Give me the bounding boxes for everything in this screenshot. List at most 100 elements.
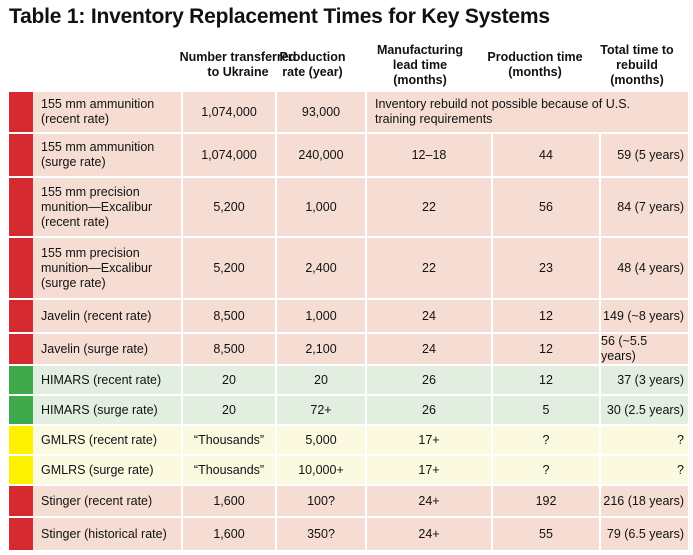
- column-divider: [491, 134, 493, 176]
- cell-lead-time: 22: [422, 199, 436, 214]
- table-row: GMLRS (recent rate) “Thousands” 5,000 17+??: [9, 426, 688, 454]
- column-divider: [365, 178, 367, 236]
- status-swatch: [9, 134, 33, 176]
- cell-lead-time: 24: [422, 308, 436, 323]
- table-row: 155 mm ammunition (surge rate) 1,074,000 2…: [9, 134, 688, 176]
- status-swatch: [9, 486, 33, 516]
- column-divider: [491, 456, 493, 484]
- cell-note: Inventory rebuild not possible because o…: [375, 97, 631, 126]
- cell-total-time: 84 (7 years): [617, 199, 684, 214]
- column-divider: [275, 518, 277, 550]
- cell-total-time: 37 (3 years): [617, 372, 684, 387]
- column-divider: [491, 426, 493, 454]
- cell-lead-time: 12–18: [411, 147, 447, 162]
- table-row: Stinger (recent rate) 1,600 100? 24+ 192 216 …: [9, 486, 688, 516]
- column-divider: [275, 456, 277, 484]
- table-row: 155 mm precision munition—Excalibur (rec…: [9, 178, 688, 236]
- cell-lead-time: 26: [422, 402, 436, 417]
- column-divider: [275, 238, 277, 298]
- cell-production-rate: 1,000: [305, 199, 337, 214]
- column-divider: [365, 300, 367, 332]
- status-swatch: [9, 92, 33, 132]
- cell-production-time: 12: [539, 308, 553, 323]
- cell-lead-time: 26: [422, 372, 436, 387]
- column-divider: [491, 238, 493, 298]
- column-divider: [275, 426, 277, 454]
- cell-transferred: 1,600: [213, 526, 245, 541]
- column-divider: [491, 334, 493, 364]
- cell-lead-time: 17+: [418, 462, 440, 477]
- cell-total-time: 48 (4 years): [617, 260, 684, 275]
- cell-system: 155 mm ammunition (surge rate): [41, 140, 155, 169]
- column-divider: [599, 518, 601, 550]
- status-swatch: [9, 366, 33, 394]
- column-divider: [365, 134, 367, 176]
- cell-transferred: 5,200: [213, 199, 245, 214]
- header-lead-time: Manufacturing lead time (months): [376, 42, 464, 87]
- table-title: Table 1: Inventory Replacement Times for…: [9, 5, 550, 28]
- status-swatch: [9, 456, 33, 484]
- cell-system: Stinger (recent rate): [41, 493, 153, 508]
- cell-production-rate: 72+: [310, 402, 332, 417]
- cell-production-rate: 20: [314, 372, 328, 387]
- column-divider: [275, 366, 277, 394]
- column-divider: [365, 456, 367, 484]
- status-swatch: [9, 396, 33, 424]
- column-divider: [181, 334, 183, 364]
- table-row: HIMARS (recent rate) 20 20 26 12 37 (3 years): [9, 366, 688, 394]
- column-divider: [365, 426, 367, 454]
- column-divider: [491, 486, 493, 516]
- cell-production-time: 23: [539, 260, 553, 275]
- header-production-time: Production time (months): [487, 50, 583, 79]
- table-row: 155 mm precision munition—Excalibur (sur…: [9, 238, 688, 298]
- column-divider: [365, 92, 367, 132]
- cell-production-rate: 1,000: [305, 308, 337, 323]
- column-divider: [181, 456, 183, 484]
- cell-production-time: 5: [542, 402, 550, 417]
- status-swatch: [9, 426, 33, 454]
- header-total-time: Total time to rebuild (months): [600, 42, 674, 87]
- cell-production-rate: 2,100: [305, 341, 337, 356]
- column-divider: [181, 518, 183, 550]
- cell-production-time: 192: [535, 493, 557, 508]
- cell-transferred: 1,074,000: [201, 104, 257, 119]
- column-divider: [181, 238, 183, 298]
- cell-total-time: 216 (18 years): [603, 493, 684, 508]
- cell-transferred: 1,074,000: [201, 147, 257, 162]
- cell-production-time: ?: [542, 432, 550, 447]
- column-divider: [599, 426, 601, 454]
- column-divider: [491, 366, 493, 394]
- column-divider: [599, 366, 601, 394]
- cell-system: 155 mm ammunition (recent rate): [41, 97, 155, 126]
- cell-production-rate: 10,000+: [298, 462, 344, 477]
- header-production-rate: Production rate (year): [279, 50, 346, 79]
- cell-transferred: 8,500: [213, 308, 245, 323]
- cell-total-time: 30 (2.5 years): [606, 402, 684, 417]
- cell-system: Stinger (historical rate): [41, 526, 167, 541]
- column-divider: [599, 486, 601, 516]
- header-transferred: Number transferred to Ukraine: [179, 50, 297, 79]
- column-divider: [181, 426, 183, 454]
- cell-system: HIMARS (recent rate): [41, 372, 162, 387]
- status-swatch: [9, 518, 33, 550]
- cell-production-rate: 2,400: [305, 260, 337, 275]
- column-divider: [275, 178, 277, 236]
- cell-system: GMLRS (recent rate): [41, 432, 158, 447]
- column-divider: [365, 518, 367, 550]
- cell-system: Javelin (surge rate): [41, 341, 148, 356]
- cell-total-time: 59 (5 years): [617, 147, 684, 162]
- cell-system: 155 mm precision munition—Excalibur (rec…: [41, 184, 153, 229]
- column-divider: [599, 134, 601, 176]
- cell-lead-time: 24+: [418, 526, 440, 541]
- cell-production-time: 55: [539, 526, 553, 541]
- cell-lead-time: 24+: [418, 493, 440, 508]
- cell-transferred: 1,600: [213, 493, 245, 508]
- cell-lead-time: 22: [422, 260, 436, 275]
- status-swatch: [9, 334, 33, 364]
- column-divider: [491, 300, 493, 332]
- cell-transferred: “Thousands”: [193, 462, 265, 477]
- cell-production-time: 12: [539, 372, 553, 387]
- cell-transferred: 20: [222, 402, 236, 417]
- column-divider: [599, 456, 601, 484]
- cell-total-time: ?: [677, 432, 684, 447]
